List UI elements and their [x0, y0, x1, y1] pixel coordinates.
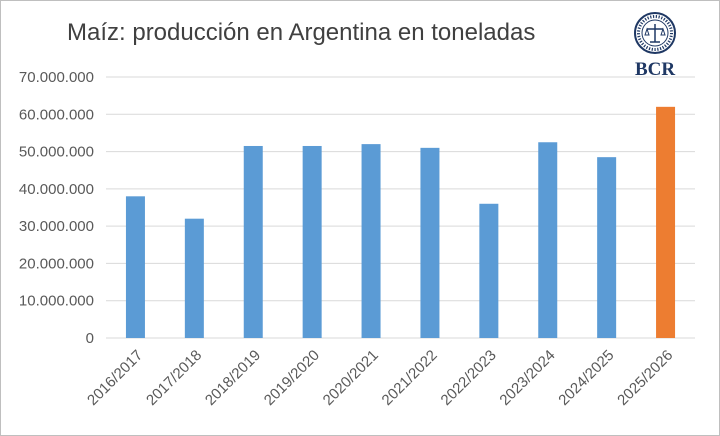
- chart-title: Maíz: producción en Argentina en tonelad…: [67, 19, 536, 46]
- x-tick-label: 2020/2021: [320, 347, 382, 409]
- bcr-logo-text: BCR: [635, 59, 675, 80]
- bcr-seal-icon: [634, 12, 676, 54]
- x-tick-label: 2022/2023: [438, 347, 500, 409]
- y-tick-label: 70.000.000: [19, 69, 94, 86]
- y-tick-label: 20.000.000: [19, 255, 94, 272]
- x-tick-label: 2018/2019: [202, 347, 264, 409]
- bar-2019-2020: [302, 145, 322, 338]
- x-tick-label: 2019/2020: [261, 347, 323, 409]
- bar-2016-2017: [125, 196, 145, 338]
- x-tick-label: 2021/2022: [379, 347, 441, 409]
- x-tick-label: 2016/2017: [84, 347, 146, 409]
- bar-2022-2023: [479, 203, 499, 338]
- bar-2025-2026: [656, 106, 676, 338]
- y-tick-label: 10.000.000: [19, 293, 94, 310]
- x-tick-label: 2017/2018: [143, 347, 205, 409]
- x-tick-label: 2024/2025: [555, 347, 617, 409]
- y-tick-label: 40.000.000: [19, 181, 94, 198]
- bar-2018-2019: [243, 145, 263, 338]
- y-tick-label: 60.000.000: [19, 106, 94, 123]
- x-tick-label: 2025/2026: [614, 347, 676, 409]
- bar-2024-2025: [597, 157, 617, 338]
- bcr-logo: BCR: [619, 11, 691, 83]
- bar-2023-2024: [538, 142, 558, 338]
- y-tick-label: 30.000.000: [19, 218, 94, 235]
- y-tick-label: 0: [86, 330, 94, 347]
- x-tick-label: 2023/2024: [496, 347, 558, 409]
- y-tick-label: 50.000.000: [19, 144, 94, 161]
- bar-2020-2021: [361, 144, 381, 338]
- bar-2017-2018: [184, 218, 204, 338]
- bar-2021-2022: [420, 147, 440, 338]
